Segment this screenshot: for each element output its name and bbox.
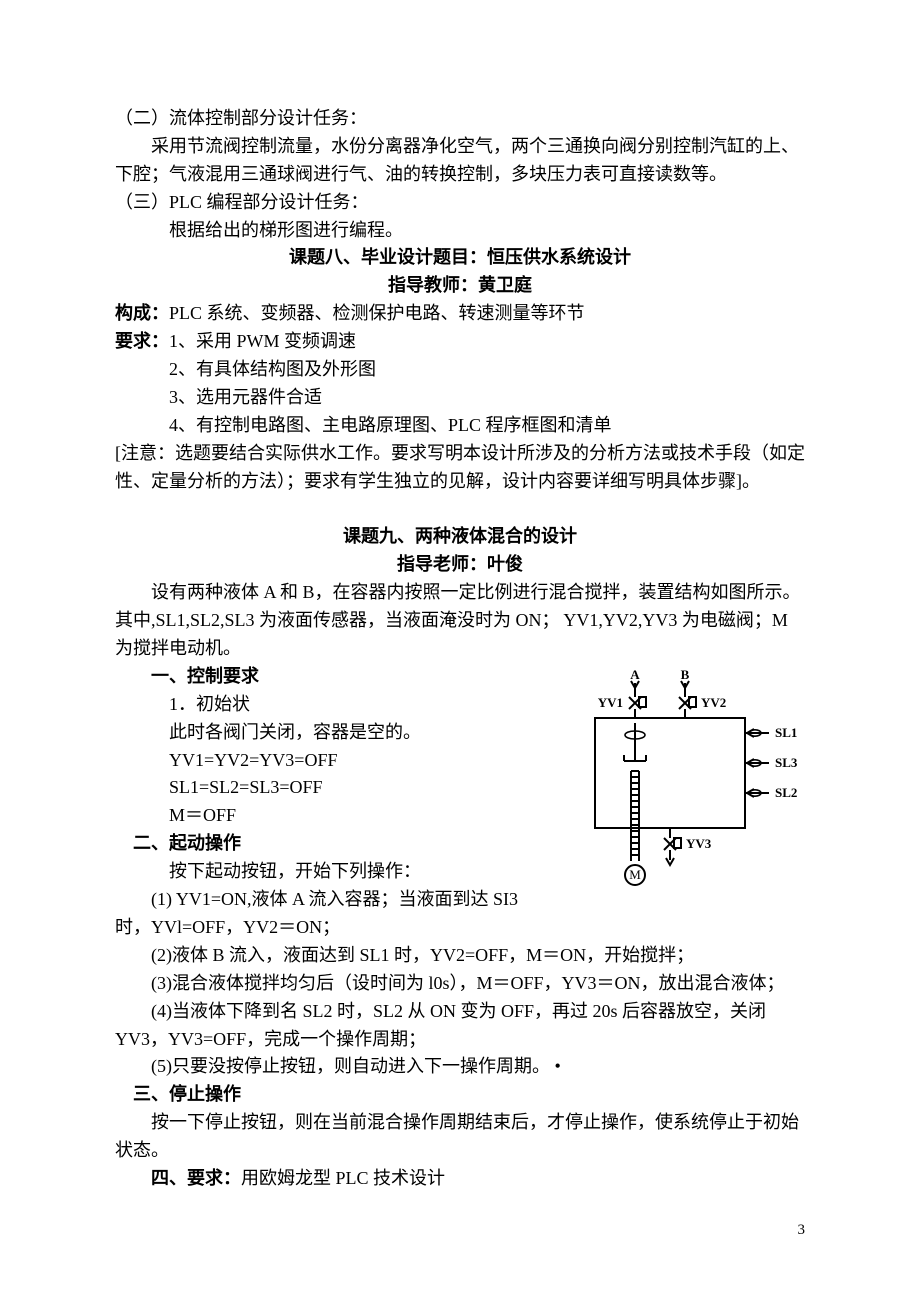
compose-label: 构成：: [115, 303, 169, 323]
topic9-teacher: 指导老师：叶俊: [115, 551, 805, 579]
compose-body: PLC 系统、变频器、检测保护电路、转速测量等环节: [169, 303, 585, 323]
svg-text:SL2: SL2: [775, 785, 797, 800]
svg-text:SL1: SL1: [775, 725, 797, 740]
s4: 四、要求：用欧姆龙型 PLC 技术设计: [115, 1165, 805, 1193]
section-2-heading: （二）流体控制部分设计任务：: [115, 105, 805, 133]
s2-l5: (4)当液体下降到名 SL2 时，SL2 从 ON 变为 OFF，再过 20s …: [115, 998, 805, 1054]
topic8-teacher: 指导教师：黄卫庭: [115, 272, 805, 300]
require-item-1: 1、采用 PWM 变频调速: [169, 331, 356, 351]
topic8-title: 课题八、毕业设计题目：恒压供水系统设计: [115, 244, 805, 272]
s3-body: 按一下停止按钮，则在当前混合操作周期结束后，才停止操作，使系统停止于初始状态。: [115, 1109, 805, 1165]
s2-l3: (2)液体 B 流入，液面达到 SL1 时，YV2=OFF，M＝ON，开始搅拌；: [115, 942, 805, 970]
svg-text:YV2: YV2: [701, 695, 726, 710]
topic8-compose: 构成：PLC 系统、变频器、检测保护电路、转速测量等环节: [115, 300, 805, 328]
require-item-2: 2、有具体结构图及外形图: [115, 356, 805, 384]
s4-heading: 四、要求：: [151, 1168, 241, 1188]
svg-text:B: B: [681, 667, 690, 682]
topic9-title: 课题九、两种液体混合的设计: [115, 523, 805, 551]
s4-body: 用欧姆龙型 PLC 技术设计: [241, 1168, 445, 1188]
s2-l2b: 时，YVl=OFF，YV2＝ON；: [115, 914, 805, 942]
s3-heading: 三、停止操作: [115, 1081, 805, 1109]
section-2-body: 采用节流阀控制流量，水份分离器净化空气，两个三通换向阀分别控制汽缸的上、下腔；气…: [115, 133, 805, 189]
section-3-body: 根据给出的梯形图进行编程。: [115, 217, 805, 245]
mixing-diagram-svg: A B YV1 YV2 SL1 SL3 SL2 YV3 M: [565, 663, 805, 893]
svg-text:SL3: SL3: [775, 755, 798, 770]
s2-l6: (5)只要没按停止按钮，则自动进入下一操作周期。 •: [115, 1053, 805, 1081]
require-label: 要求：: [115, 331, 169, 351]
page-number: 3: [798, 1219, 806, 1242]
spacer: [115, 495, 805, 523]
svg-text:A: A: [630, 667, 640, 682]
s2-l4: (3)混合液体搅拌均匀后（设时间为 l0s），M＝OFF，YV3＝ON，放出混合…: [115, 970, 805, 998]
mixing-diagram: A B YV1 YV2 SL1 SL3 SL2 YV3 M: [565, 663, 805, 902]
document-page: （二）流体控制部分设计任务： 采用节流阀控制流量，水份分离器净化空气，两个三通换…: [0, 0, 920, 1302]
topic8-require-1: 要求：1、采用 PWM 变频调速: [115, 328, 805, 356]
require-item-4: 4、有控制电路图、主电路原理图、PLC 程序框图和清单: [115, 412, 805, 440]
topic9-intro: 设有两种液体 A 和 B，在容器内按照一定比例进行混合搅拌，装置结构如图所示。其…: [115, 579, 805, 663]
section-3-heading: （三）PLC 编程部分设计任务：: [115, 189, 805, 217]
require-item-3: 3、选用元器件合适: [115, 384, 805, 412]
svg-text:M: M: [629, 867, 641, 882]
topic8-note: [注意：选题要结合实际供水工作。要求写明本设计所涉及的分析方法或技术手段（如定性…: [115, 440, 805, 496]
svg-text:YV1: YV1: [598, 695, 623, 710]
svg-text:YV3: YV3: [686, 836, 712, 851]
